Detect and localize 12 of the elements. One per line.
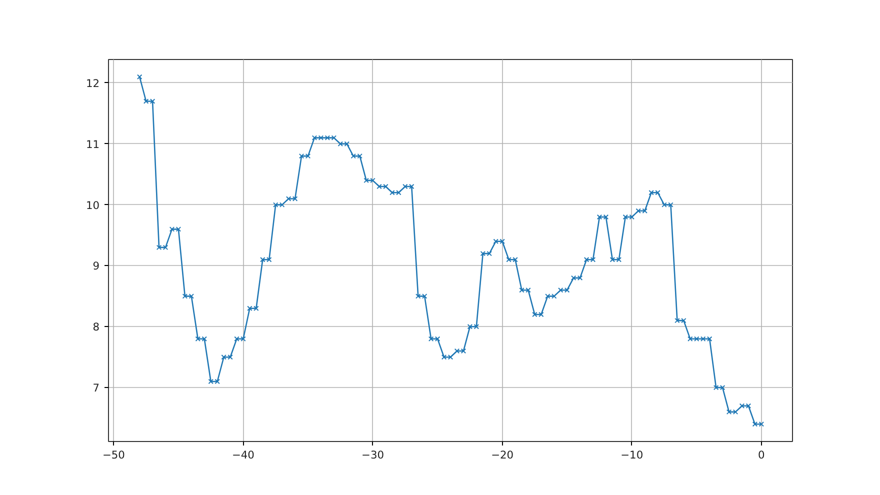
y-tick-label: 11 [86, 138, 100, 151]
y-tick-label: 12 [86, 76, 100, 90]
y-tick-label: 9 [92, 260, 100, 273]
x-tick-label: −30 [362, 448, 384, 462]
y-tick-label: 7 [92, 382, 100, 395]
x-tick-label: −20 [491, 448, 514, 462]
x-tick-label: −50 [102, 448, 126, 462]
y-tick-label: 10 [86, 198, 100, 212]
y-tick-label: 8 [92, 320, 100, 334]
x-tick-label: −10 [620, 448, 644, 462]
x-tick-label: 0 [758, 448, 766, 462]
x-tick-label: −40 [232, 448, 255, 462]
